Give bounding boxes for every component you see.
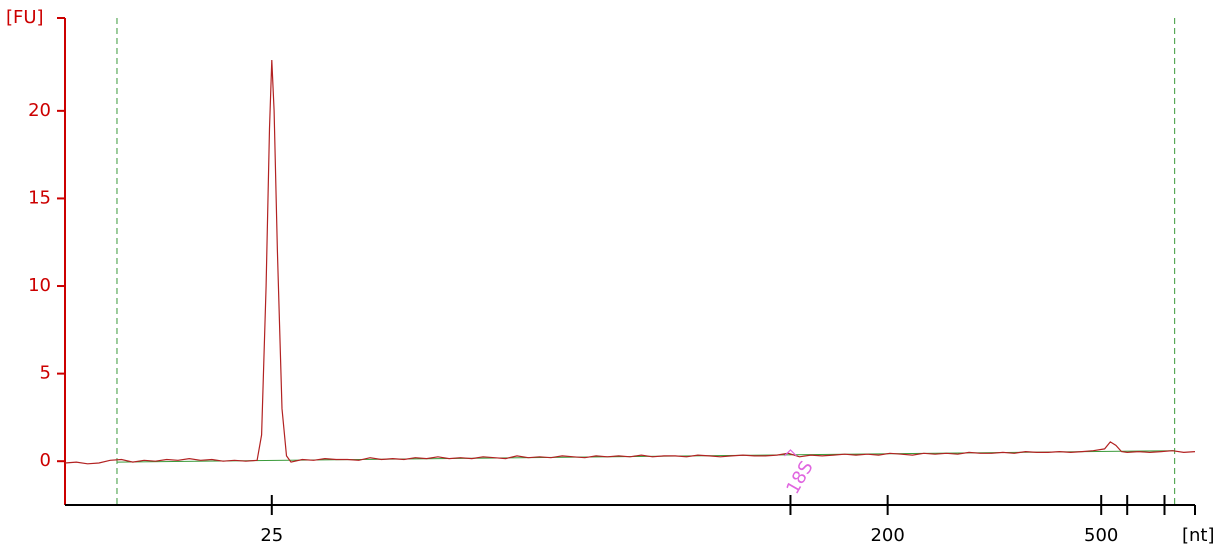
marker-peak: [784, 449, 797, 457]
x-tick-label: 500: [1084, 525, 1118, 546]
x-tick-label: 25: [260, 525, 283, 546]
baseline: [116, 450, 1175, 463]
y-tick-label: 20: [28, 100, 51, 121]
y-tick-label: 15: [28, 187, 51, 208]
y-tick-label: 0: [40, 450, 51, 471]
trace: [64, 59, 1196, 465]
x-tick-label: 200: [870, 525, 904, 546]
y-tick-label: 10: [28, 275, 51, 296]
y-tick-label: 5: [40, 363, 51, 384]
x-axis-label: [nt]: [1182, 525, 1215, 546]
marker-label: 18S: [782, 458, 817, 498]
y-axis-label: [FU]: [6, 7, 44, 28]
